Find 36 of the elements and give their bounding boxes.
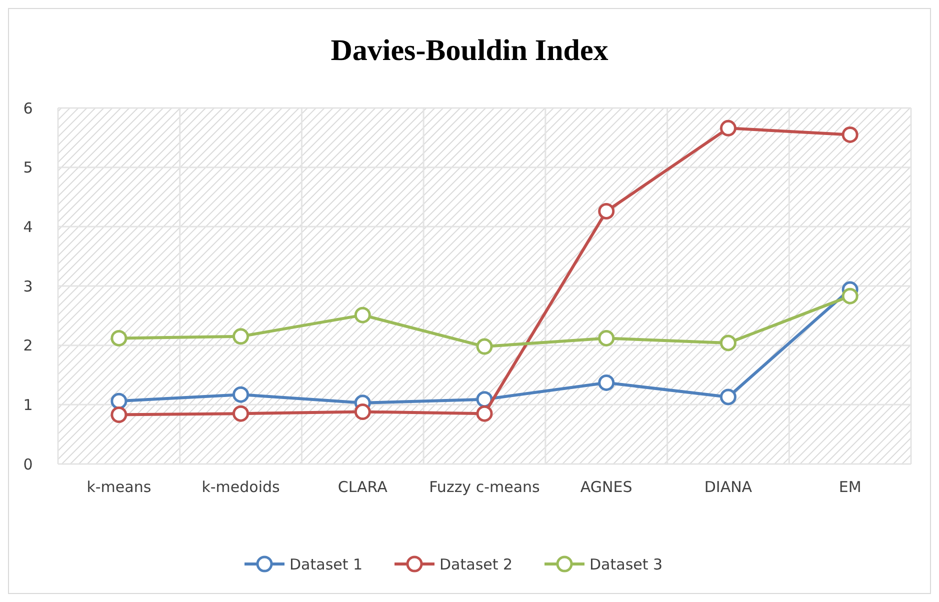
point: [232, 405, 250, 422]
x-tick-label: AGNES: [580, 478, 632, 496]
point: [232, 386, 250, 403]
point: [232, 328, 250, 345]
point: [598, 330, 615, 346]
point: [110, 406, 128, 424]
x-tick-label: EM: [838, 478, 862, 496]
y-tick-label: 2: [23, 336, 33, 355]
y-tick-label: 6: [23, 99, 33, 118]
point: [354, 306, 371, 324]
point: [842, 126, 858, 143]
point: [476, 405, 493, 422]
point: [842, 288, 858, 304]
point: [476, 338, 493, 355]
point: [598, 374, 615, 391]
y-tick-label: 4: [23, 218, 33, 236]
y-tick-label: 3: [23, 277, 33, 296]
point: [110, 392, 128, 410]
point: [720, 334, 736, 352]
point: [720, 120, 736, 136]
x-tick-label: CLARA: [338, 478, 388, 496]
y-tick-label: 0: [23, 455, 33, 474]
point: [354, 404, 371, 420]
point: [598, 202, 615, 220]
x-tick-label: k-medoids: [202, 478, 280, 496]
legend-label: Dataset 3: [590, 555, 663, 574]
x-tick-label: Fuzzy c-means: [429, 478, 540, 496]
legend-label: Dataset 2: [440, 555, 513, 574]
legend-label: Dataset 1: [290, 555, 363, 574]
point: [110, 330, 128, 346]
chart-title: Davies-Bouldin Index: [330, 34, 608, 67]
y-tick-label: 1: [23, 396, 33, 414]
x-tick-label: k-means: [86, 478, 152, 496]
x-tick-label: DIANA: [704, 478, 753, 496]
y-tick-label: 5: [23, 158, 33, 177]
point: [720, 388, 736, 406]
